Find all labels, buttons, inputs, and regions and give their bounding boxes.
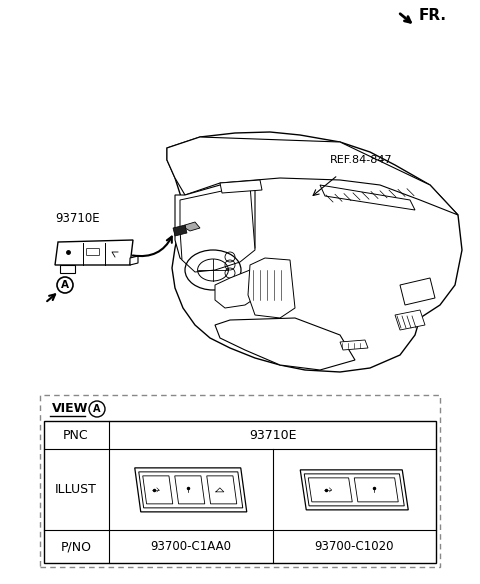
Text: 93700-C1AA0: 93700-C1AA0 <box>150 540 231 553</box>
Polygon shape <box>395 310 425 330</box>
Text: A: A <box>61 280 69 290</box>
Polygon shape <box>400 278 435 305</box>
Polygon shape <box>130 256 138 265</box>
Polygon shape <box>175 182 255 270</box>
Polygon shape <box>55 240 133 265</box>
Polygon shape <box>340 340 368 350</box>
Polygon shape <box>143 476 173 504</box>
Circle shape <box>89 401 105 417</box>
Polygon shape <box>185 222 200 231</box>
Text: VIEW: VIEW <box>52 402 88 415</box>
Polygon shape <box>60 265 75 273</box>
Circle shape <box>57 277 73 293</box>
Polygon shape <box>248 258 295 318</box>
FancyBboxPatch shape <box>40 395 440 567</box>
Text: 93710E: 93710E <box>249 429 296 442</box>
Polygon shape <box>167 132 462 372</box>
Polygon shape <box>207 476 237 504</box>
Polygon shape <box>354 478 398 502</box>
Polygon shape <box>215 318 355 370</box>
Text: 93710E: 93710E <box>55 212 100 225</box>
Bar <box>44 421 436 563</box>
Polygon shape <box>304 474 404 506</box>
Text: ILLUST: ILLUST <box>55 484 97 496</box>
Polygon shape <box>220 180 262 193</box>
Polygon shape <box>173 225 187 236</box>
Text: REF.84-847: REF.84-847 <box>330 155 393 165</box>
Text: PNC: PNC <box>63 429 89 442</box>
Text: FR.: FR. <box>419 9 447 23</box>
FancyBboxPatch shape <box>86 249 99 256</box>
Text: 93700-C1020: 93700-C1020 <box>314 540 394 553</box>
Polygon shape <box>175 476 205 504</box>
Polygon shape <box>215 268 260 308</box>
Polygon shape <box>139 472 243 508</box>
Polygon shape <box>167 137 458 215</box>
Polygon shape <box>308 478 352 502</box>
Polygon shape <box>180 185 255 272</box>
Polygon shape <box>135 468 247 512</box>
Text: P/NO: P/NO <box>60 540 92 553</box>
Polygon shape <box>320 185 415 210</box>
Text: A: A <box>93 404 101 414</box>
Polygon shape <box>300 470 408 510</box>
